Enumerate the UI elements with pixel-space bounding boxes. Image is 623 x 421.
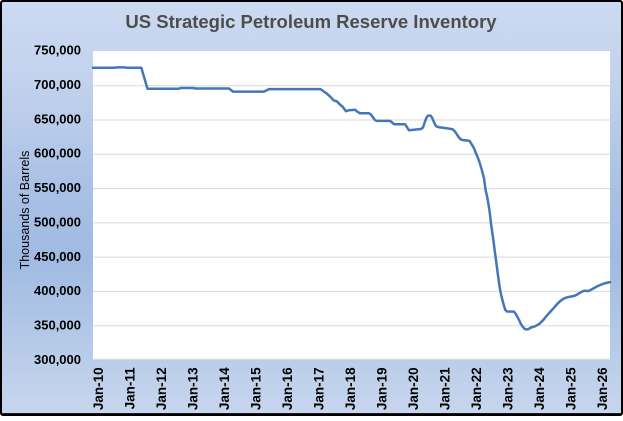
svg-text:US Strategic Petroleum Reserve: US Strategic Petroleum Reserve Inventory <box>125 11 497 32</box>
svg-text:Jan-17: Jan-17 <box>312 367 327 410</box>
svg-text:400,000: 400,000 <box>34 283 81 298</box>
svg-text:Jan-21: Jan-21 <box>438 367 453 410</box>
svg-text:Jan-20: Jan-20 <box>406 367 421 410</box>
svg-text:750,000: 750,000 <box>34 43 81 58</box>
svg-text:Jan-16: Jan-16 <box>280 367 295 410</box>
svg-text:Jan-22: Jan-22 <box>469 367 484 410</box>
svg-text:Jan-13: Jan-13 <box>186 367 201 410</box>
svg-text:Jan-25: Jan-25 <box>564 367 579 410</box>
svg-text:Jan-14: Jan-14 <box>217 367 232 410</box>
svg-text:Jan-10: Jan-10 <box>91 367 106 410</box>
svg-text:Jan-23: Jan-23 <box>501 367 516 410</box>
svg-text:600,000: 600,000 <box>34 146 81 161</box>
svg-text:Jan-12: Jan-12 <box>154 367 169 410</box>
svg-text:Thousands of Barrels: Thousands of Barrels <box>18 151 32 270</box>
svg-text:Jan-24: Jan-24 <box>532 367 547 410</box>
svg-text:Jan-15: Jan-15 <box>249 367 264 410</box>
svg-text:Jan-26: Jan-26 <box>595 367 610 410</box>
svg-text:700,000: 700,000 <box>34 77 81 92</box>
svg-text:Jan-19: Jan-19 <box>375 367 390 410</box>
svg-text:Jan-18: Jan-18 <box>343 367 358 410</box>
svg-text:500,000: 500,000 <box>34 214 81 229</box>
svg-text:Jan-11: Jan-11 <box>123 367 138 410</box>
svg-text:300,000: 300,000 <box>34 352 81 367</box>
svg-text:350,000: 350,000 <box>34 318 81 333</box>
svg-text:550,000: 550,000 <box>34 180 81 195</box>
svg-text:450,000: 450,000 <box>34 249 81 264</box>
svg-text:650,000: 650,000 <box>34 111 81 126</box>
